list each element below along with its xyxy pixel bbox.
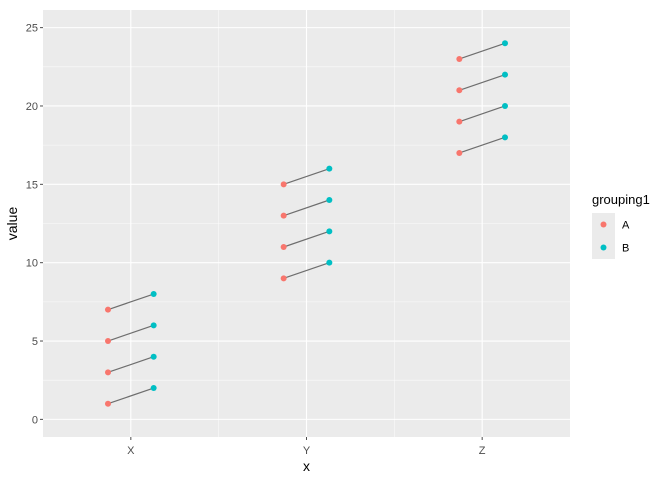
data-point-a	[104, 338, 111, 345]
data-point-b	[326, 165, 333, 172]
data-point-b	[502, 102, 509, 109]
data-point-b	[150, 353, 157, 360]
data-point-b	[150, 322, 157, 329]
data-points	[104, 40, 509, 407]
connector-segment	[107, 293, 154, 311]
legend-title: grouping1	[592, 192, 650, 207]
x-axis: X Y Z	[127, 437, 486, 457]
y-tick-label: 20	[26, 101, 38, 113]
data-point-a	[456, 118, 463, 125]
grid-lines	[43, 10, 570, 437]
data-point-b	[326, 228, 333, 235]
x-tick-label: X	[127, 445, 135, 457]
connector-segment	[283, 262, 330, 279]
data-point-a	[456, 87, 463, 94]
y-tick-label: 0	[32, 414, 38, 426]
connector-segment	[107, 324, 154, 342]
data-point-a	[104, 369, 111, 376]
legend-key-a	[600, 221, 607, 228]
connector-segment	[459, 136, 506, 154]
data-point-a	[104, 306, 111, 313]
x-tick-label: Y	[303, 445, 311, 457]
connector-segments	[107, 42, 506, 405]
x-tick-label: Z	[479, 445, 486, 457]
legend-key-b	[600, 244, 607, 251]
data-point-a	[280, 275, 287, 282]
x-axis-title: x	[303, 458, 310, 474]
connector-segment	[283, 230, 330, 248]
y-axis: 0 5 10 15 20 25	[26, 23, 43, 426]
y-tick-label: 10	[26, 258, 38, 270]
y-tick-label: 5	[32, 336, 38, 348]
data-point-b	[150, 385, 157, 392]
connector-segment	[459, 105, 506, 123]
data-point-a	[456, 55, 463, 62]
data-point-a	[104, 400, 111, 407]
legend: grouping1 AB	[592, 192, 650, 259]
y-tick-label: 25	[26, 23, 38, 35]
connector-segment	[107, 356, 154, 373]
connector-segment	[107, 387, 154, 405]
data-point-b	[150, 291, 157, 298]
data-point-b	[502, 40, 509, 47]
data-point-a	[280, 212, 287, 219]
legend-label: A	[622, 220, 630, 232]
data-point-b	[326, 259, 333, 266]
data-point-a	[456, 149, 463, 156]
data-point-b	[502, 71, 509, 78]
connector-segment	[283, 199, 330, 217]
data-point-a	[280, 244, 287, 251]
data-point-b	[326, 196, 333, 203]
connector-segment	[459, 42, 506, 60]
y-tick-label: 15	[26, 179, 38, 191]
legend-label: B	[622, 243, 629, 255]
y-axis-title: value	[4, 207, 20, 241]
connector-segment	[283, 168, 330, 185]
connector-segment	[459, 74, 506, 91]
data-point-b	[502, 134, 509, 141]
data-point-a	[280, 181, 287, 188]
